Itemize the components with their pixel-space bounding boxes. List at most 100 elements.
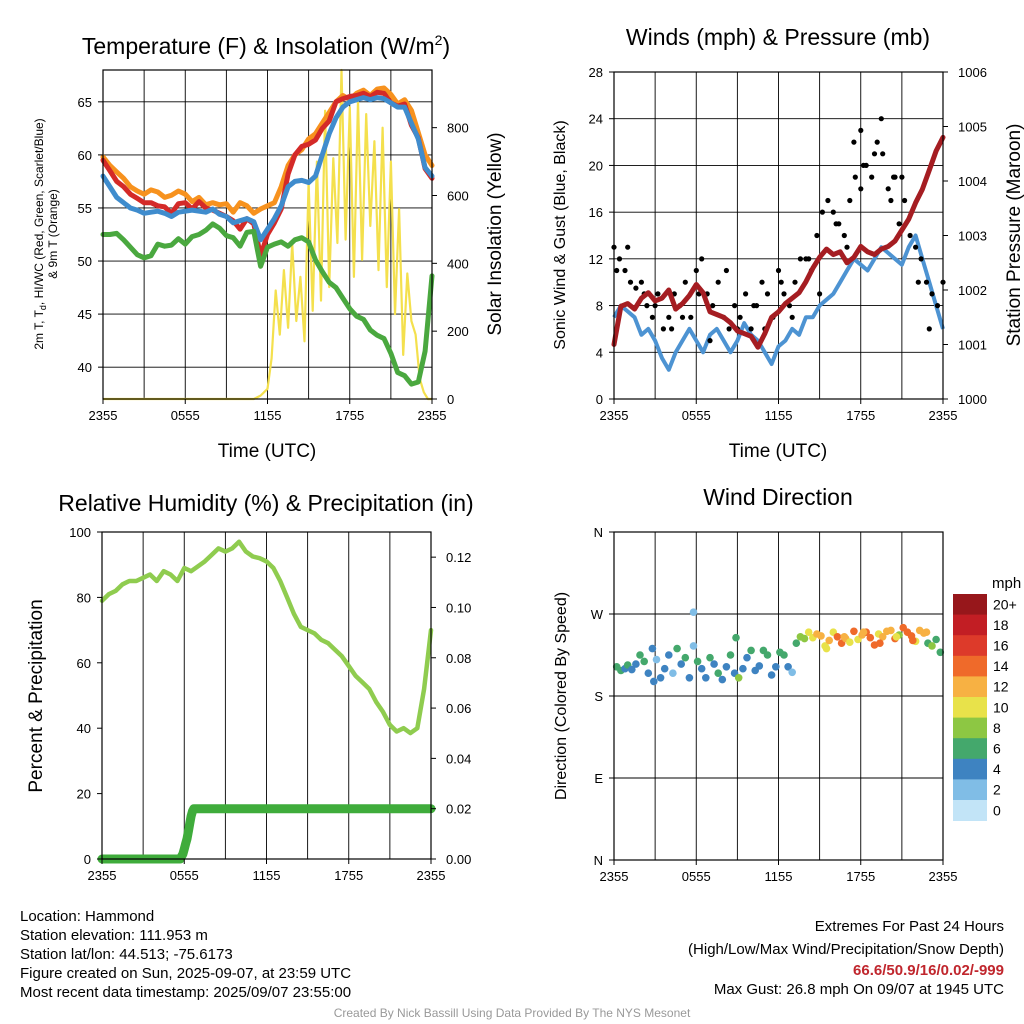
direction-point: [628, 665, 636, 674]
winds-y-tick-label: 24: [589, 112, 603, 127]
wind-direction-y-tick-label: S: [594, 689, 603, 704]
credit-line: Created By Nick Bassill Using Data Provi…: [333, 1006, 691, 1020]
temperature-panel: Temperature (F) & Insolation (W/m2) 2355…: [32, 32, 506, 462]
gust-point: [775, 267, 782, 274]
direction-point: [892, 633, 901, 641]
direction-point: [702, 674, 710, 682]
temperature-y-tick-label: 65: [78, 95, 92, 110]
wind-direction-y-tick-label: E: [594, 771, 603, 786]
direction-point: [673, 644, 681, 653]
insolation-y-axis-label: Solar Insolation (Yellow): [485, 132, 506, 335]
gust-point: [929, 291, 935, 297]
winds-x-tick-label: 1755: [846, 408, 875, 423]
gust-point: [819, 209, 826, 215]
temperature-y-axis-label-line2: & 9m T (Orange): [46, 189, 60, 279]
gust-point: [743, 291, 749, 297]
direction-point: [876, 639, 884, 647]
direction-point: [840, 633, 849, 641]
humidity-y-tick-label: 40: [77, 721, 91, 736]
colorbar-label: 6: [993, 741, 1001, 757]
direction-point: [706, 653, 714, 662]
colorbar-swatch: [953, 738, 987, 760]
winds-y-tick-label: 20: [589, 158, 603, 173]
precipitation-y2-tick-label: 0.04: [446, 751, 471, 766]
temperature-9m-line: [100, 85, 435, 216]
winds-y-tick-label: 8: [596, 299, 603, 314]
gust-point: [666, 314, 672, 320]
humidity-x-tick-label: 1755: [334, 868, 363, 883]
temperature-y-axis-label: 2m T, Td, HI/WC (Red, Green, Scarlet/Blu…: [32, 118, 48, 349]
direction-point: [817, 632, 825, 640]
gust-point: [874, 139, 880, 145]
gust-point: [660, 326, 667, 332]
direction-point: [846, 638, 854, 646]
direction-point: [922, 628, 931, 636]
recent-data-text: Most recent data timestamp: 2025/09/07 2…: [20, 984, 352, 1001]
direction-point: [739, 664, 747, 673]
direction-point: [734, 674, 743, 682]
gust-point: [707, 338, 713, 344]
gust-point: [778, 279, 784, 285]
direction-point: [656, 674, 665, 682]
gust-point: [797, 256, 804, 262]
direction-point: [681, 653, 690, 662]
humidity-y-tick-label: 80: [77, 590, 91, 605]
extremes-legend: (High/Low/Max Wind/Precipitation/Snow De…: [688, 941, 1004, 958]
gust-point: [622, 267, 628, 274]
winds-axes: 2355 0555 1155 1755 235504812162024281000100…: [589, 65, 987, 423]
elevation-text: Station elevation: 111.953 m: [20, 927, 208, 944]
winds-x-tick-label: 1155: [765, 408, 793, 423]
direction-point: [685, 674, 694, 682]
direction-point: [669, 669, 677, 677]
gust-point: [871, 151, 878, 157]
winds-y-tick-label: 0: [596, 392, 603, 407]
extremes-values: 66.6/50.9/16/0.02/-999: [853, 962, 1004, 979]
direction-point: [755, 662, 764, 670]
wind-direction-series: [612, 608, 945, 686]
gust-point: [638, 279, 645, 285]
direction-point: [718, 675, 727, 684]
station-info: Location: Hammond Station elevation: 111…: [20, 907, 351, 1002]
winds-y-tick-label: 16: [589, 205, 603, 220]
pressure-line: [611, 134, 946, 350]
temperature-2m-line: [100, 89, 435, 259]
gust-point: [649, 314, 656, 320]
wind-direction-chart-title: Wind Direction: [703, 484, 853, 510]
colorbar-swatch: [953, 697, 987, 718]
gust-point: [907, 232, 913, 239]
direction-point: [928, 642, 936, 650]
winds-y-tick-label: 28: [589, 65, 603, 80]
winds-y-tick-label: 4: [596, 345, 603, 360]
insolation-y2-tick-label: 600: [447, 188, 469, 203]
colorbar-label: 16: [993, 638, 1009, 654]
direction-point: [866, 633, 875, 642]
temperature-x-tick-label: 2355: [89, 408, 118, 423]
colorbar-label: 0: [993, 802, 1001, 818]
temperature-x-tick-label: 1155: [254, 408, 282, 423]
gust-point: [732, 303, 738, 309]
wind-direction-x-tick-label: 0555: [682, 869, 711, 884]
colorbar-swatch: [953, 717, 987, 739]
direction-point: [636, 651, 644, 659]
gust-point: [902, 197, 908, 204]
gust-point: [792, 279, 798, 285]
gust-point: [880, 151, 886, 157]
gust-point: [616, 256, 623, 262]
wind-direction-grid: [614, 532, 943, 860]
sonic-wind-line: [612, 233, 945, 372]
direction-point: [804, 628, 813, 636]
latlon-text: Station lat/lon: 44.513; -75.6173: [20, 946, 233, 963]
pressure-y2-tick-label: 1003: [958, 229, 987, 244]
extremes-info: Extremes For Past 24 Hours (High/Low/Max…: [688, 917, 1004, 999]
precipitation-y2-tick-label: 0.06: [446, 701, 471, 716]
winds-panel: Winds (mph) & Pressure (mb) 2355 0555 1155…: [552, 24, 1024, 462]
direction-point: [936, 648, 945, 657]
direction-point: [859, 628, 868, 636]
direction-point: [726, 651, 735, 659]
direction-point: [909, 636, 917, 645]
colorbar-label: 4: [993, 761, 1001, 777]
winds-x-tick-label: 2355: [929, 408, 958, 423]
colorbar-label: 12: [993, 679, 1009, 695]
